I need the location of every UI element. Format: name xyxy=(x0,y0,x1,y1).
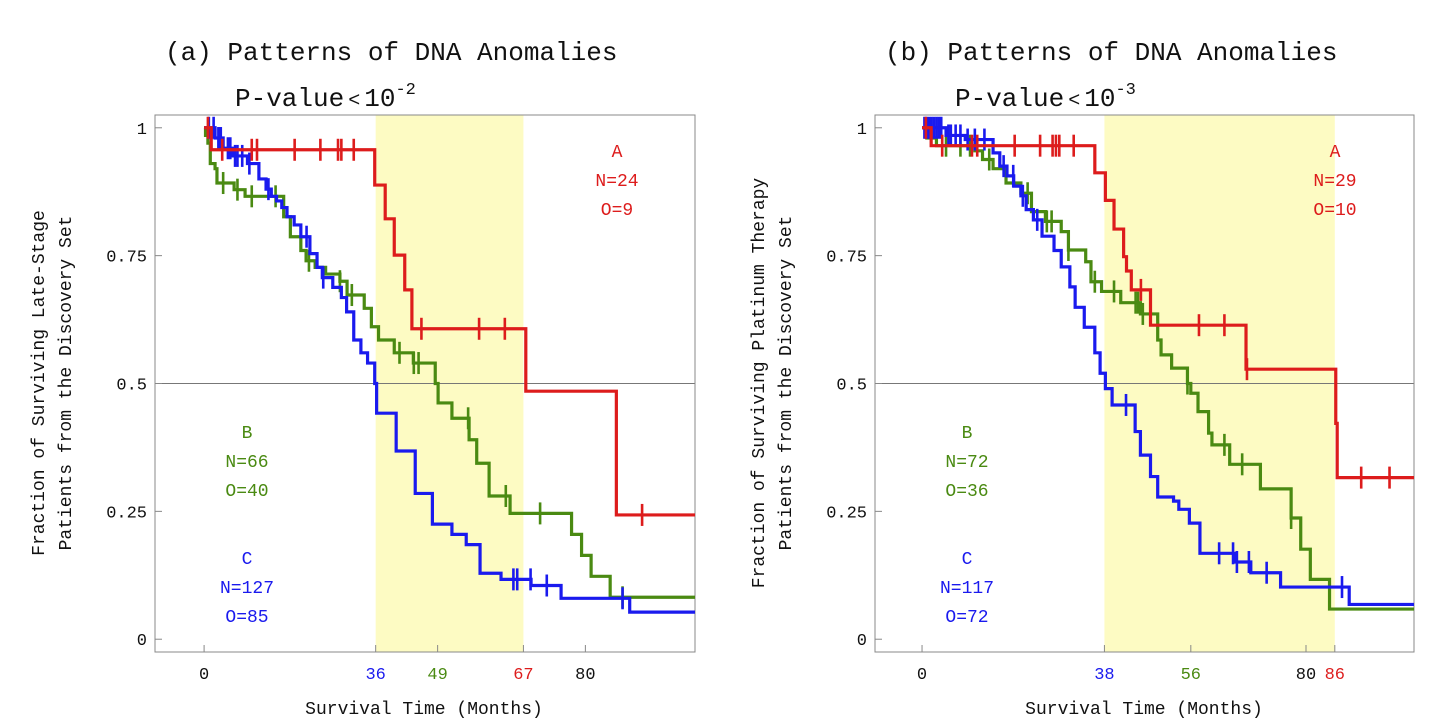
series-annotation-b: B N=72 O=36 xyxy=(945,424,988,502)
p-value-exponent: -3 xyxy=(1115,81,1135,100)
annotation-o-label: O=10 xyxy=(1313,201,1356,221)
annotation-o-label: O=72 xyxy=(945,608,988,628)
p-value-label: P-value xyxy=(235,84,344,114)
x-tick-label: 56 xyxy=(1181,666,1201,685)
annotation-n-label: N=66 xyxy=(225,453,268,473)
p-value-base: 10 xyxy=(364,84,395,114)
y-tick-label: 0.5 xyxy=(116,377,147,396)
y-tick-label: 0.5 xyxy=(836,377,867,396)
p-value-op: < xyxy=(1068,90,1080,113)
y-axis-label-a-line2: Patients from the Discovery Set xyxy=(57,216,77,551)
survival-curve-c xyxy=(922,126,1414,607)
y-tick-label: 1 xyxy=(137,121,147,140)
x-tick-label: 36 xyxy=(365,666,385,685)
x-tick-label: 67 xyxy=(513,666,533,685)
annotation-o-label: O=40 xyxy=(225,482,268,502)
survival-curve-b xyxy=(922,126,1414,611)
annotation-o-label: O=36 xyxy=(945,482,988,502)
plot-area-b: 0 0.25 0.5 0.75 1 0 38 56 80 86 A N=29 O=10 B N=72 O=36… xyxy=(826,114,1415,685)
p-value-label: P-value xyxy=(955,84,1064,114)
chart-title-a: (a) Patterns of DNA Anomalies xyxy=(165,38,617,68)
x-tick-label: 86 xyxy=(1325,666,1345,685)
p-value-op: < xyxy=(348,90,360,113)
y-tick-label: 0.75 xyxy=(826,249,867,268)
x-tick-label: 49 xyxy=(427,666,447,685)
x-tick-label: 38 xyxy=(1094,666,1114,685)
x-tick-label: 80 xyxy=(575,666,595,685)
x-tick-label: 0 xyxy=(917,666,927,685)
annotation-o-label: O=9 xyxy=(601,201,633,221)
survival-curve-c xyxy=(204,126,695,614)
survival-curve-a xyxy=(922,126,1414,480)
chart-title-b: (b) Patterns of DNA Anomalies xyxy=(885,38,1337,68)
y-axis-label-b-line2: Patients from the Discovery Set xyxy=(777,216,797,551)
p-value-b: P-value <10-3 xyxy=(955,81,1136,114)
y-tick-label: 1 xyxy=(857,121,867,140)
p-value-exponent: -2 xyxy=(395,81,415,100)
series-annotation-a: A N=24 O=9 xyxy=(595,143,638,221)
annotation-n-label: N=127 xyxy=(220,579,274,599)
y-tick-label: 0 xyxy=(137,632,147,651)
x-axis-label-a: Survival Time (Months) xyxy=(305,700,543,720)
y-tick-label: 0.75 xyxy=(106,249,147,268)
y-tick-label: 0.25 xyxy=(826,504,867,523)
series-annotation-c: C N=117 O=72 xyxy=(940,550,994,628)
plot-area-a: 0 0.25 0.5 0.75 1 0 36 49 67 80 A N=24 O=9 B N=66 O=40 C… xyxy=(106,114,696,685)
series-annotation-a: A N=29 O=10 xyxy=(1313,143,1356,221)
survival-curve-b xyxy=(203,126,695,599)
annotation-name: A xyxy=(612,143,623,163)
annotation-name: B xyxy=(962,424,973,444)
annotation-name: B xyxy=(242,424,253,444)
y-tick-label: 0 xyxy=(857,632,867,651)
p-value-base: 10 xyxy=(1084,84,1115,114)
x-tick-label: 80 xyxy=(1296,666,1316,685)
annotation-name: C xyxy=(242,550,253,570)
annotation-name: A xyxy=(1330,143,1341,163)
annotation-n-label: N=29 xyxy=(1313,172,1356,192)
annotation-n-label: N=72 xyxy=(945,453,988,473)
y-tick-label: 0.25 xyxy=(106,504,147,523)
annotation-n-label: N=24 xyxy=(595,172,638,192)
y-axis-label-a-line1: Fraction of Surviving Late-Stage xyxy=(30,210,50,556)
annotation-name: C xyxy=(962,550,973,570)
survival-curve-a xyxy=(204,126,695,517)
p-value-a: P-value <10-2 xyxy=(235,81,416,114)
series-annotation-b: B N=66 O=40 xyxy=(225,424,268,502)
x-tick-label: 0 xyxy=(199,666,209,685)
annotation-o-label: O=85 xyxy=(225,608,268,628)
x-axis-label-b: Survival Time (Months) xyxy=(1025,700,1263,720)
series-annotation-c: C N=127 O=85 xyxy=(220,550,274,628)
y-axis-label-b-line1: Fraction of Surviving Platinum Therapy xyxy=(750,178,770,589)
annotation-n-label: N=117 xyxy=(940,579,994,599)
